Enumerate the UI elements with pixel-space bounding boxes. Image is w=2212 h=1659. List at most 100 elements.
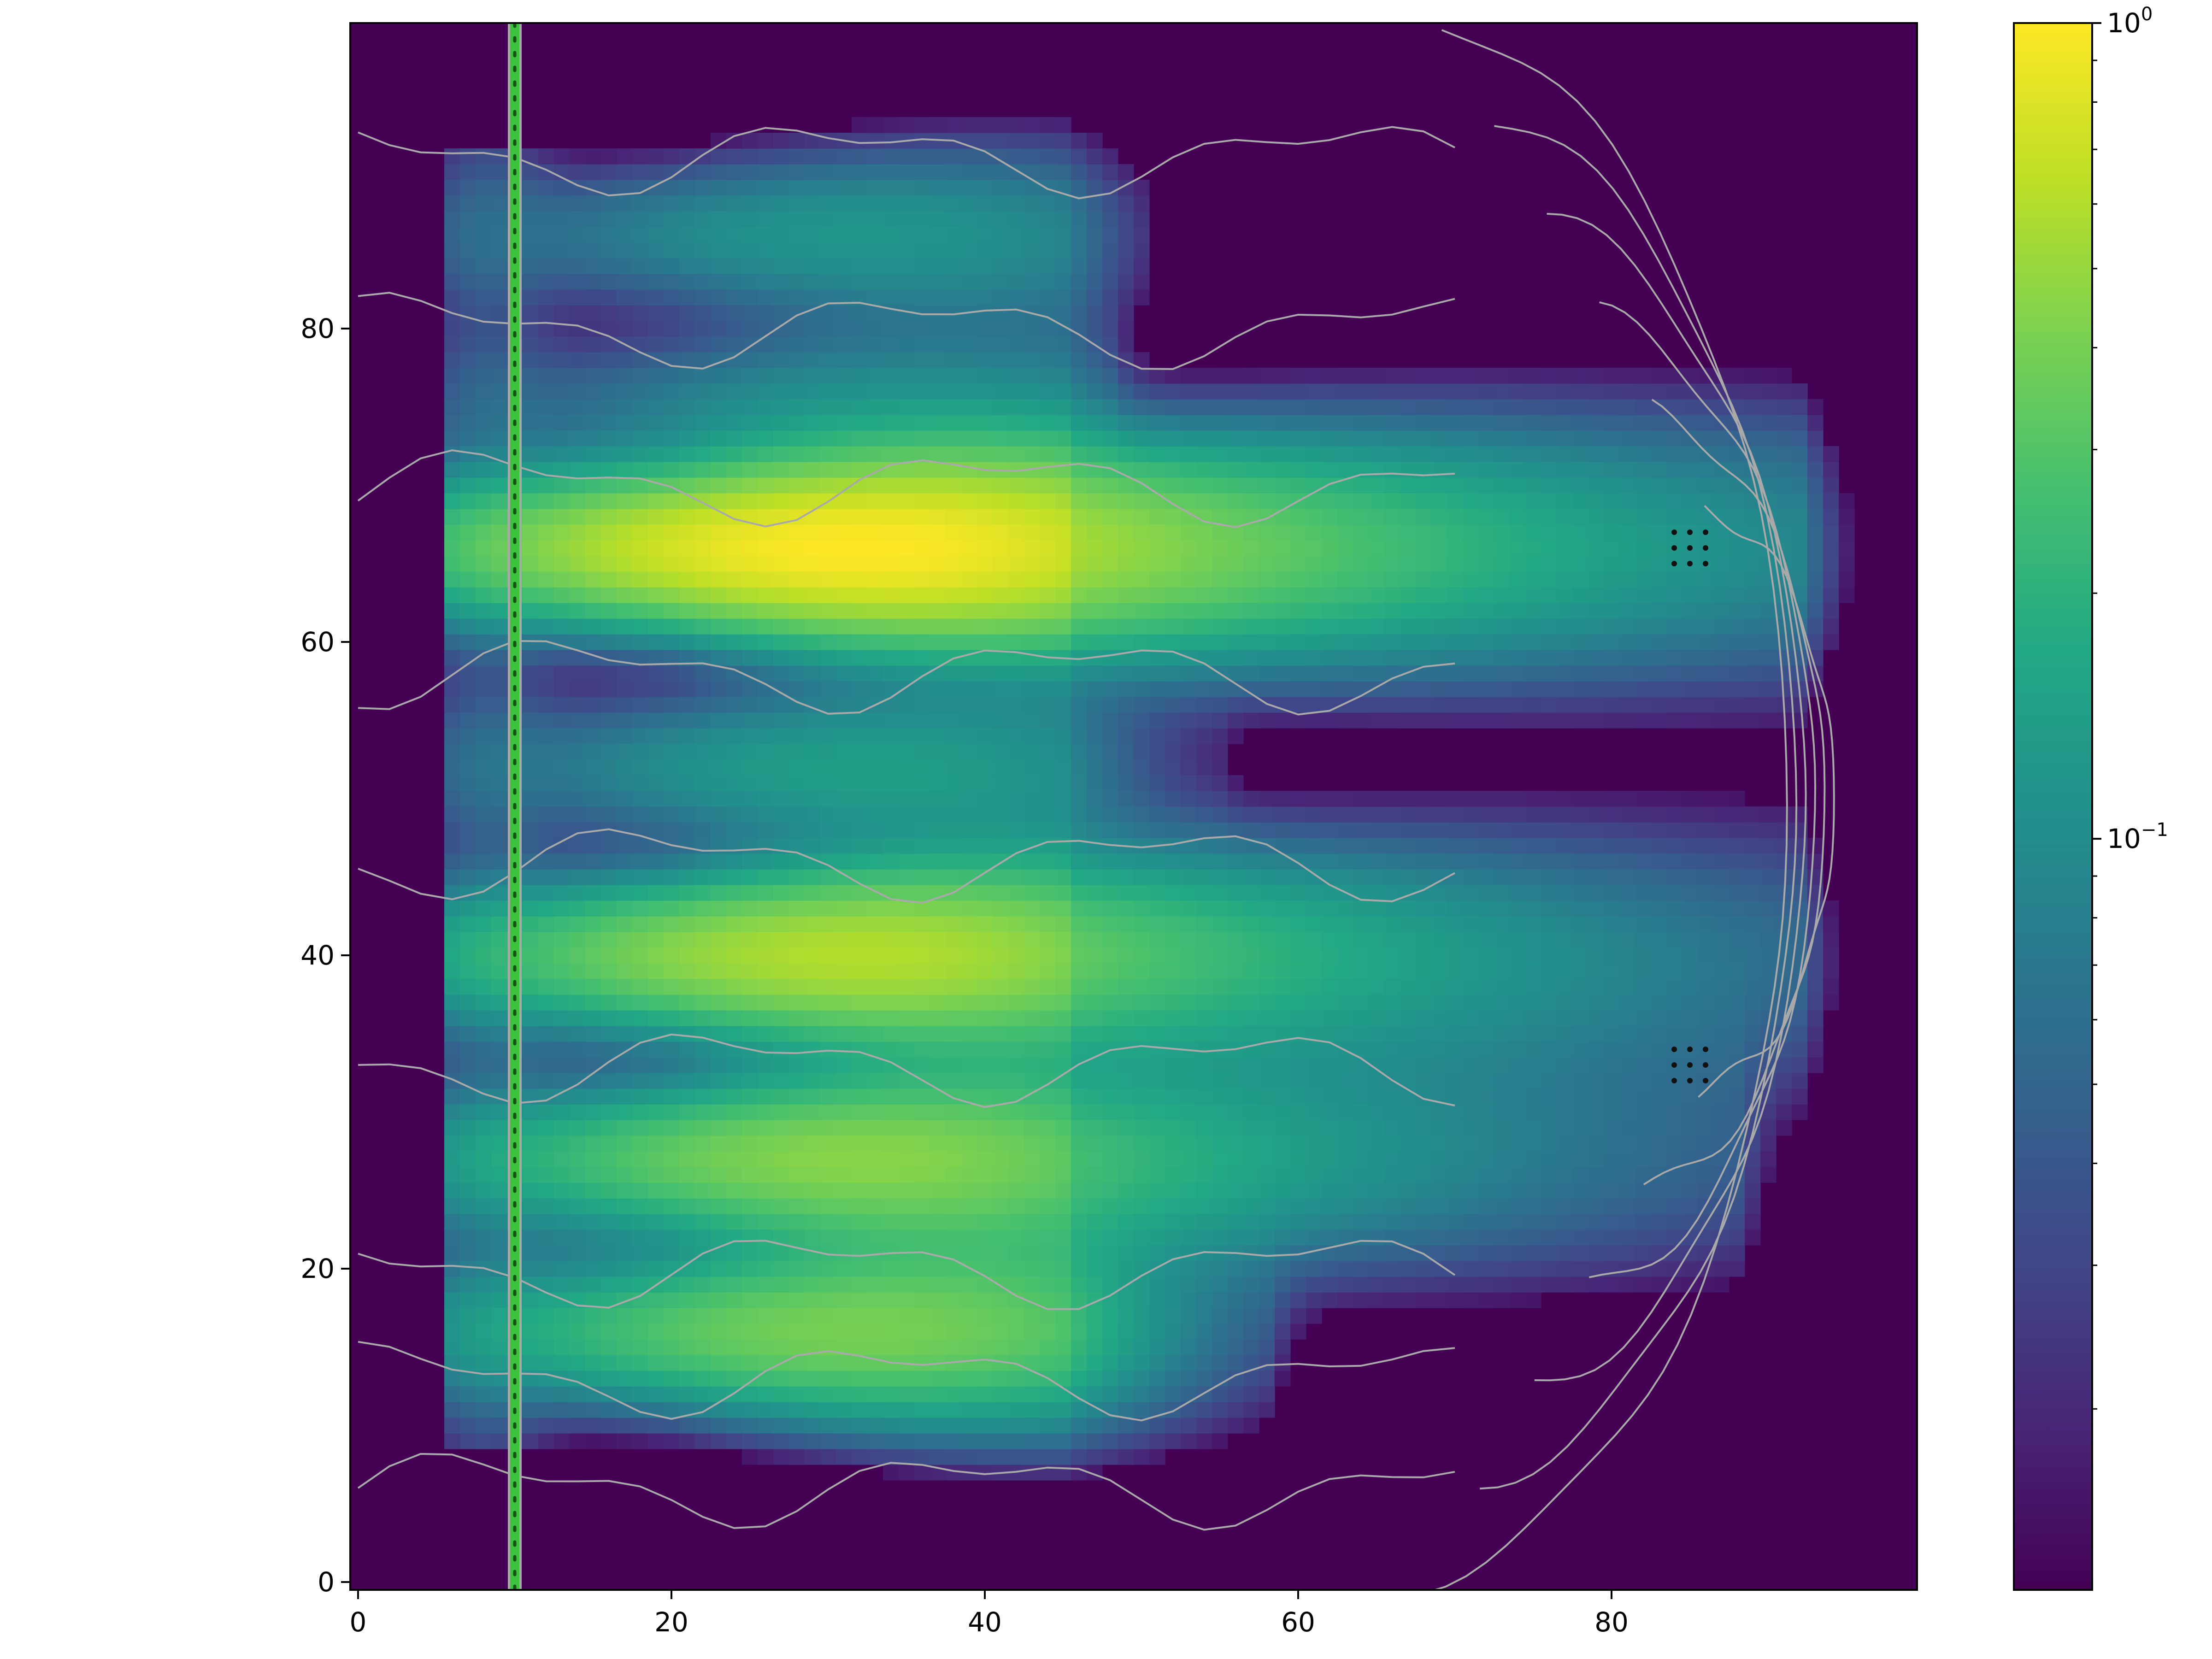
heatmap-cell bbox=[554, 681, 570, 697]
heatmap-cell bbox=[460, 900, 476, 917]
heatmap-cell bbox=[899, 775, 915, 791]
heatmap-cell bbox=[758, 540, 774, 556]
heatmap-cell bbox=[1290, 665, 1306, 682]
heatmap-cell bbox=[742, 587, 758, 603]
heatmap-cell bbox=[1259, 1120, 1275, 1136]
heatmap-cell bbox=[914, 1151, 930, 1167]
heatmap-cell bbox=[491, 1277, 507, 1293]
heatmap-cell bbox=[1431, 493, 1447, 509]
heatmap-cell bbox=[758, 180, 774, 196]
heatmap-cell bbox=[914, 806, 930, 823]
heatmap-cell bbox=[852, 1371, 868, 1387]
heatmap-cell bbox=[476, 759, 492, 776]
heatmap-cell bbox=[632, 1371, 648, 1387]
heatmap-cell bbox=[1416, 963, 1432, 979]
heatmap-cell bbox=[1134, 744, 1150, 760]
heatmap-cell bbox=[977, 603, 993, 619]
heatmap-cell bbox=[1369, 1277, 1385, 1293]
heatmap-cell bbox=[648, 556, 664, 572]
heatmap-cell bbox=[1071, 180, 1087, 196]
heatmap-cell bbox=[789, 1324, 805, 1340]
heatmap-cell bbox=[773, 759, 789, 776]
heatmap-cell bbox=[742, 838, 758, 854]
heatmap-cell bbox=[852, 1182, 868, 1199]
heatmap-cell bbox=[632, 1245, 648, 1261]
heatmap-cell bbox=[601, 665, 617, 682]
heatmap-cell bbox=[758, 1324, 774, 1340]
heatmap-cell bbox=[695, 368, 711, 384]
heatmap-cell bbox=[585, 509, 601, 525]
heatmap-cell bbox=[1259, 1167, 1275, 1183]
heatmap-cell bbox=[1087, 258, 1103, 274]
heatmap-cell bbox=[1212, 900, 1228, 917]
heatmap-cell bbox=[1196, 1386, 1212, 1402]
heatmap-cell bbox=[867, 1449, 883, 1465]
heatmap-cell bbox=[1290, 885, 1306, 901]
heatmap-cell bbox=[444, 148, 460, 165]
heatmap-cell bbox=[523, 430, 539, 447]
heatmap-cell bbox=[946, 759, 962, 776]
heatmap-cell bbox=[711, 1088, 727, 1105]
heatmap-cell bbox=[1196, 540, 1212, 556]
heatmap-cell bbox=[695, 1088, 711, 1105]
heatmap-cell bbox=[1196, 744, 1212, 760]
heatmap-cell bbox=[632, 634, 648, 650]
heatmap-cell bbox=[1134, 994, 1150, 1011]
heatmap-cell bbox=[1196, 1120, 1212, 1136]
heatmap-cell bbox=[711, 869, 727, 885]
heatmap-cell bbox=[523, 242, 539, 259]
heatmap-cell bbox=[805, 791, 821, 807]
heatmap-cell bbox=[1024, 806, 1040, 823]
heatmap-cell bbox=[1353, 1182, 1369, 1199]
heatmap-cell bbox=[1447, 1182, 1463, 1199]
heatmap-cell bbox=[1369, 524, 1385, 541]
heatmap-cell bbox=[1384, 853, 1400, 870]
heatmap-cell bbox=[1102, 603, 1118, 619]
heatmap-cell bbox=[946, 618, 962, 635]
heatmap-cell bbox=[1337, 932, 1353, 948]
heatmap-cell bbox=[726, 1261, 742, 1277]
heatmap-cell bbox=[491, 556, 507, 572]
heatmap-cell bbox=[444, 1433, 460, 1449]
heatmap-cell bbox=[570, 289, 586, 306]
heatmap-cell bbox=[726, 274, 742, 290]
heatmap-cell bbox=[711, 697, 727, 713]
heatmap-cell bbox=[585, 869, 601, 885]
heatmap-cell bbox=[930, 1135, 946, 1152]
heatmap-cell bbox=[1024, 979, 1040, 995]
heatmap-cell bbox=[1118, 1151, 1134, 1167]
heatmap-cell bbox=[1243, 712, 1259, 729]
heatmap-cell bbox=[1228, 665, 1244, 682]
heatmap-cell bbox=[742, 979, 758, 995]
heatmap-cell bbox=[930, 117, 946, 133]
heatmap-cell bbox=[1400, 712, 1416, 729]
heatmap-cell bbox=[1118, 556, 1134, 572]
heatmap-cell bbox=[805, 180, 821, 196]
heatmap-cell bbox=[1353, 712, 1369, 729]
heatmap-cell bbox=[820, 415, 836, 431]
heatmap-cell bbox=[570, 1120, 586, 1136]
heatmap-cell bbox=[742, 1433, 758, 1449]
heatmap-cell bbox=[491, 838, 507, 854]
heatmap-cell bbox=[632, 979, 648, 995]
heatmap-cell bbox=[1024, 618, 1040, 635]
heatmap-cell bbox=[523, 681, 539, 697]
heatmap-cell bbox=[1243, 446, 1259, 462]
heatmap-cell bbox=[1306, 587, 1322, 603]
heatmap-cell bbox=[1337, 665, 1353, 682]
heatmap-cell bbox=[1149, 775, 1165, 791]
heatmap-cell bbox=[883, 963, 899, 979]
heatmap-cell bbox=[1337, 1182, 1353, 1199]
heatmap-cell bbox=[961, 509, 977, 525]
heatmap-cell bbox=[538, 1151, 554, 1167]
heatmap-cell bbox=[1118, 336, 1134, 353]
heatmap-cell bbox=[1306, 712, 1322, 729]
heatmap-cell bbox=[538, 180, 554, 196]
heatmap-cell bbox=[1149, 1261, 1165, 1277]
heatmap-cell bbox=[1275, 603, 1291, 619]
heatmap-cell bbox=[789, 587, 805, 603]
heatmap-cell bbox=[1384, 979, 1400, 995]
heatmap-cell bbox=[570, 571, 586, 588]
heatmap-cell bbox=[695, 697, 711, 713]
heatmap-cell bbox=[1087, 571, 1103, 588]
